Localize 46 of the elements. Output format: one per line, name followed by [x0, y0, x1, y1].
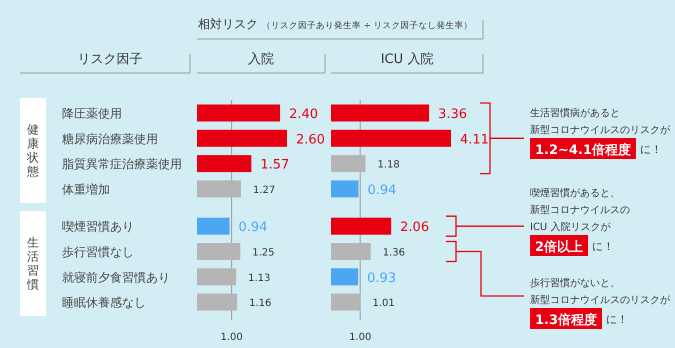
text: 喫煙習慣があると、 — [530, 187, 620, 199]
text: 2倍以上 — [535, 239, 584, 255]
ref-line-label: 1.00 — [220, 332, 243, 343]
data-label: 1.27 — [252, 184, 276, 196]
data-label: 0.93 — [367, 270, 396, 286]
data-label: 1.01 — [372, 298, 395, 310]
text: に！ — [606, 313, 628, 326]
data-label: 2.60 — [296, 132, 325, 148]
y-tick-label: 降圧薬使用 — [62, 106, 122, 120]
data-label: 1.36 — [382, 248, 405, 258]
text: （リスク因子あり発生率 ÷ リスク因子なし発生率） — [262, 20, 473, 31]
text: 生活習慣 — [26, 236, 39, 292]
text: 1.3倍程度 — [535, 312, 598, 328]
text: ICU 入院リスクが — [530, 221, 612, 233]
text: 1.2~4.1倍程度 — [535, 142, 631, 158]
data-label: 1.25 — [252, 248, 275, 258]
chart-title: 入院 — [248, 52, 274, 67]
text: 新型コロナウイルスの — [530, 204, 630, 216]
y-tick-label: 喫煙習慣あり — [62, 220, 134, 234]
ref-line-label: 1.00 — [349, 332, 372, 343]
data-label: 4.11 — [460, 132, 489, 148]
y-tick-label: 脂質異常症治療薬使用 — [62, 157, 182, 172]
data-label: 1.16 — [249, 298, 272, 310]
text: 相対リスク — [198, 17, 258, 31]
data-label: 3.36 — [438, 107, 468, 122]
y-tick-label: 就寝前夕食習慣あり — [62, 270, 170, 284]
text: に！ — [592, 240, 614, 253]
y-axis-title: リスク因子 — [78, 52, 142, 67]
text: 歩行習慣がないと、 — [530, 277, 620, 289]
data-label: 0.94 — [238, 220, 268, 236]
y-tick-label: 歩行習慣なし — [62, 245, 134, 259]
data-label: 0.94 — [367, 182, 396, 198]
text: 新型コロナウイルスのリスクが — [530, 124, 671, 136]
data-label: 1.57 — [260, 158, 290, 173]
chart-title: ICU 入院 — [380, 52, 434, 67]
text: 生活習慣病があると — [530, 107, 620, 119]
y-tick-label: 体重増加 — [62, 182, 110, 196]
text: 健康状態 — [26, 122, 39, 178]
data-label: 2.40 — [289, 107, 318, 122]
data-label: 2.06 — [400, 220, 430, 236]
y-tick-label: 糖尿病治療薬使用 — [62, 132, 158, 146]
text: に！ — [640, 143, 662, 156]
text: 新型コロナウイルスのリスクが — [530, 294, 671, 306]
y-tick-label: 睡眠休養感なし — [62, 296, 146, 310]
data-label: 1.13 — [248, 272, 270, 284]
data-label: 1.18 — [377, 160, 400, 171]
